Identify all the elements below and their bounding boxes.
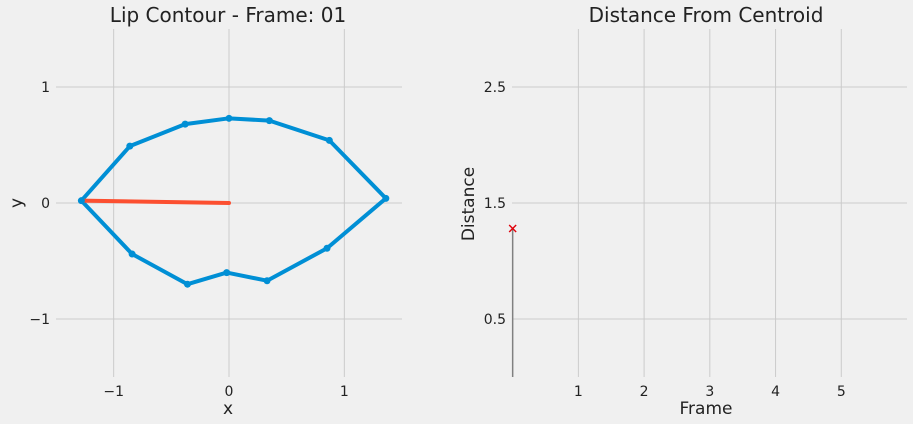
distance-marker (508, 224, 517, 233)
lip-contour-xtick-label: −1 (103, 384, 124, 400)
radius-line (79, 198, 231, 205)
distance-ylabel: Distance (459, 167, 479, 241)
lip-contour-xtick-label: 1 (340, 384, 349, 400)
lip-contour-data (77, 114, 390, 288)
distance-ytick-label: 0.5 (484, 312, 506, 328)
distance-grid (512, 29, 907, 377)
contour-point (126, 142, 134, 150)
contour-point (263, 277, 271, 285)
distance-xtick-label: 4 (771, 384, 780, 400)
contour-point (77, 197, 85, 205)
distance-ytick-label: 1.5 (484, 196, 506, 212)
lip-contour-title: Lip Contour - Frame: 01 (110, 3, 346, 27)
distance-title: Distance From Centroid (589, 3, 824, 27)
distance-ticks: 1 2 3 4 5 2.5 1.5 0.5 (484, 80, 846, 400)
distance-ytick-label: 2.5 (484, 80, 506, 96)
distance-xlabel: Frame (680, 399, 733, 419)
contour-point (183, 280, 191, 288)
lip-contour-panel: Lip Contour - Frame: 01 −1 0 1 1 0 −1 x y (7, 3, 402, 419)
contour-point (128, 250, 136, 258)
contour-point (225, 114, 233, 122)
contour-point (382, 194, 390, 202)
lip-contour-xlabel: x (223, 399, 233, 419)
distance-xtick-label: 5 (837, 384, 846, 400)
distance-xtick-label: 2 (640, 384, 649, 400)
distance-marker-stroke (508, 224, 517, 233)
lip-contour-ylabel: y (7, 198, 27, 208)
contour-point (223, 269, 231, 277)
lip-contour-ticks: −1 0 1 1 0 −1 (29, 80, 348, 400)
distance-xtick-label: 3 (705, 384, 714, 400)
contour-point (323, 244, 331, 252)
distance-panel: Distance From Centroid 1 2 3 4 5 2.5 1.5 0.5 Fr… (459, 3, 907, 419)
contour-point (325, 136, 333, 144)
lip-contour-ytick-label: 0 (41, 196, 50, 212)
lip-contour-xtick-label: 0 (225, 384, 234, 400)
lip-contour-ytick-label: −1 (29, 312, 50, 328)
lip-contour-ytick-label: 1 (41, 80, 50, 96)
contour-point (265, 117, 273, 125)
distance-xtick-label: 1 (574, 384, 583, 400)
contour-point (181, 120, 189, 128)
distance-data (508, 224, 517, 377)
